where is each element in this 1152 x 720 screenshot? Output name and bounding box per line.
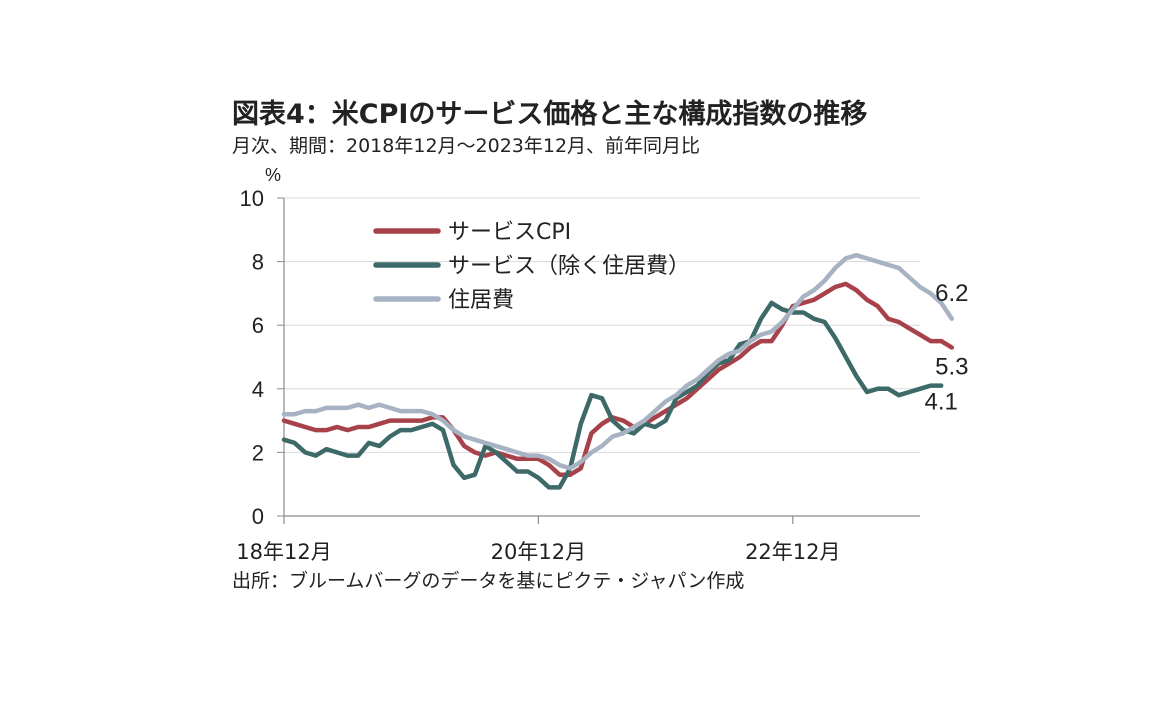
y-tick-label: 6 bbox=[252, 313, 264, 338]
x-tick-label: 18年12月 bbox=[236, 540, 331, 564]
gridlines bbox=[284, 197, 920, 453]
chart-title: 図表4：米CPIのサービス価格と主な構成指数の推移 bbox=[232, 99, 868, 130]
legend-label: サービス（除く住居費） bbox=[448, 254, 690, 279]
y-unit-label: % bbox=[265, 165, 281, 185]
y-tick-label: 8 bbox=[252, 250, 264, 275]
series-line-2 bbox=[281, 300, 944, 490]
y-tick-label: 4 bbox=[252, 377, 264, 402]
axes: 0 2 4 6 8 10% 18年12月 20年12月 22年12月 bbox=[236, 165, 920, 564]
series-line-1 bbox=[281, 281, 955, 477]
x-tick-label: 22年12月 bbox=[745, 540, 840, 564]
end-value-label: 4.1 bbox=[925, 389, 958, 416]
chart-subtitle: 月次、期間：2018年12月～2023年12月、前年同月比 bbox=[232, 135, 701, 157]
y-tick-label: 0 bbox=[252, 504, 264, 529]
legend-label: サービスCPI bbox=[448, 220, 571, 245]
x-tick-label: 20年12月 bbox=[491, 540, 586, 564]
end-value-label: 5.3 bbox=[935, 353, 968, 380]
y-tick-label: 2 bbox=[252, 440, 264, 465]
end-value-label: 6.2 bbox=[935, 280, 968, 307]
end-labels: 5.3 4.1 6.2 bbox=[925, 280, 969, 416]
legend-label: 住居費 bbox=[448, 288, 514, 313]
series-line-3 bbox=[281, 252, 955, 471]
y-tick-label: 10 bbox=[240, 186, 264, 211]
series-lines bbox=[281, 252, 955, 490]
source-note: 出所：ブルームバーグのデータを基にピクテ・ジャパン作成 bbox=[232, 570, 745, 592]
legend: サービスCPI サービス（除く住居費） 住居費 bbox=[373, 220, 690, 313]
